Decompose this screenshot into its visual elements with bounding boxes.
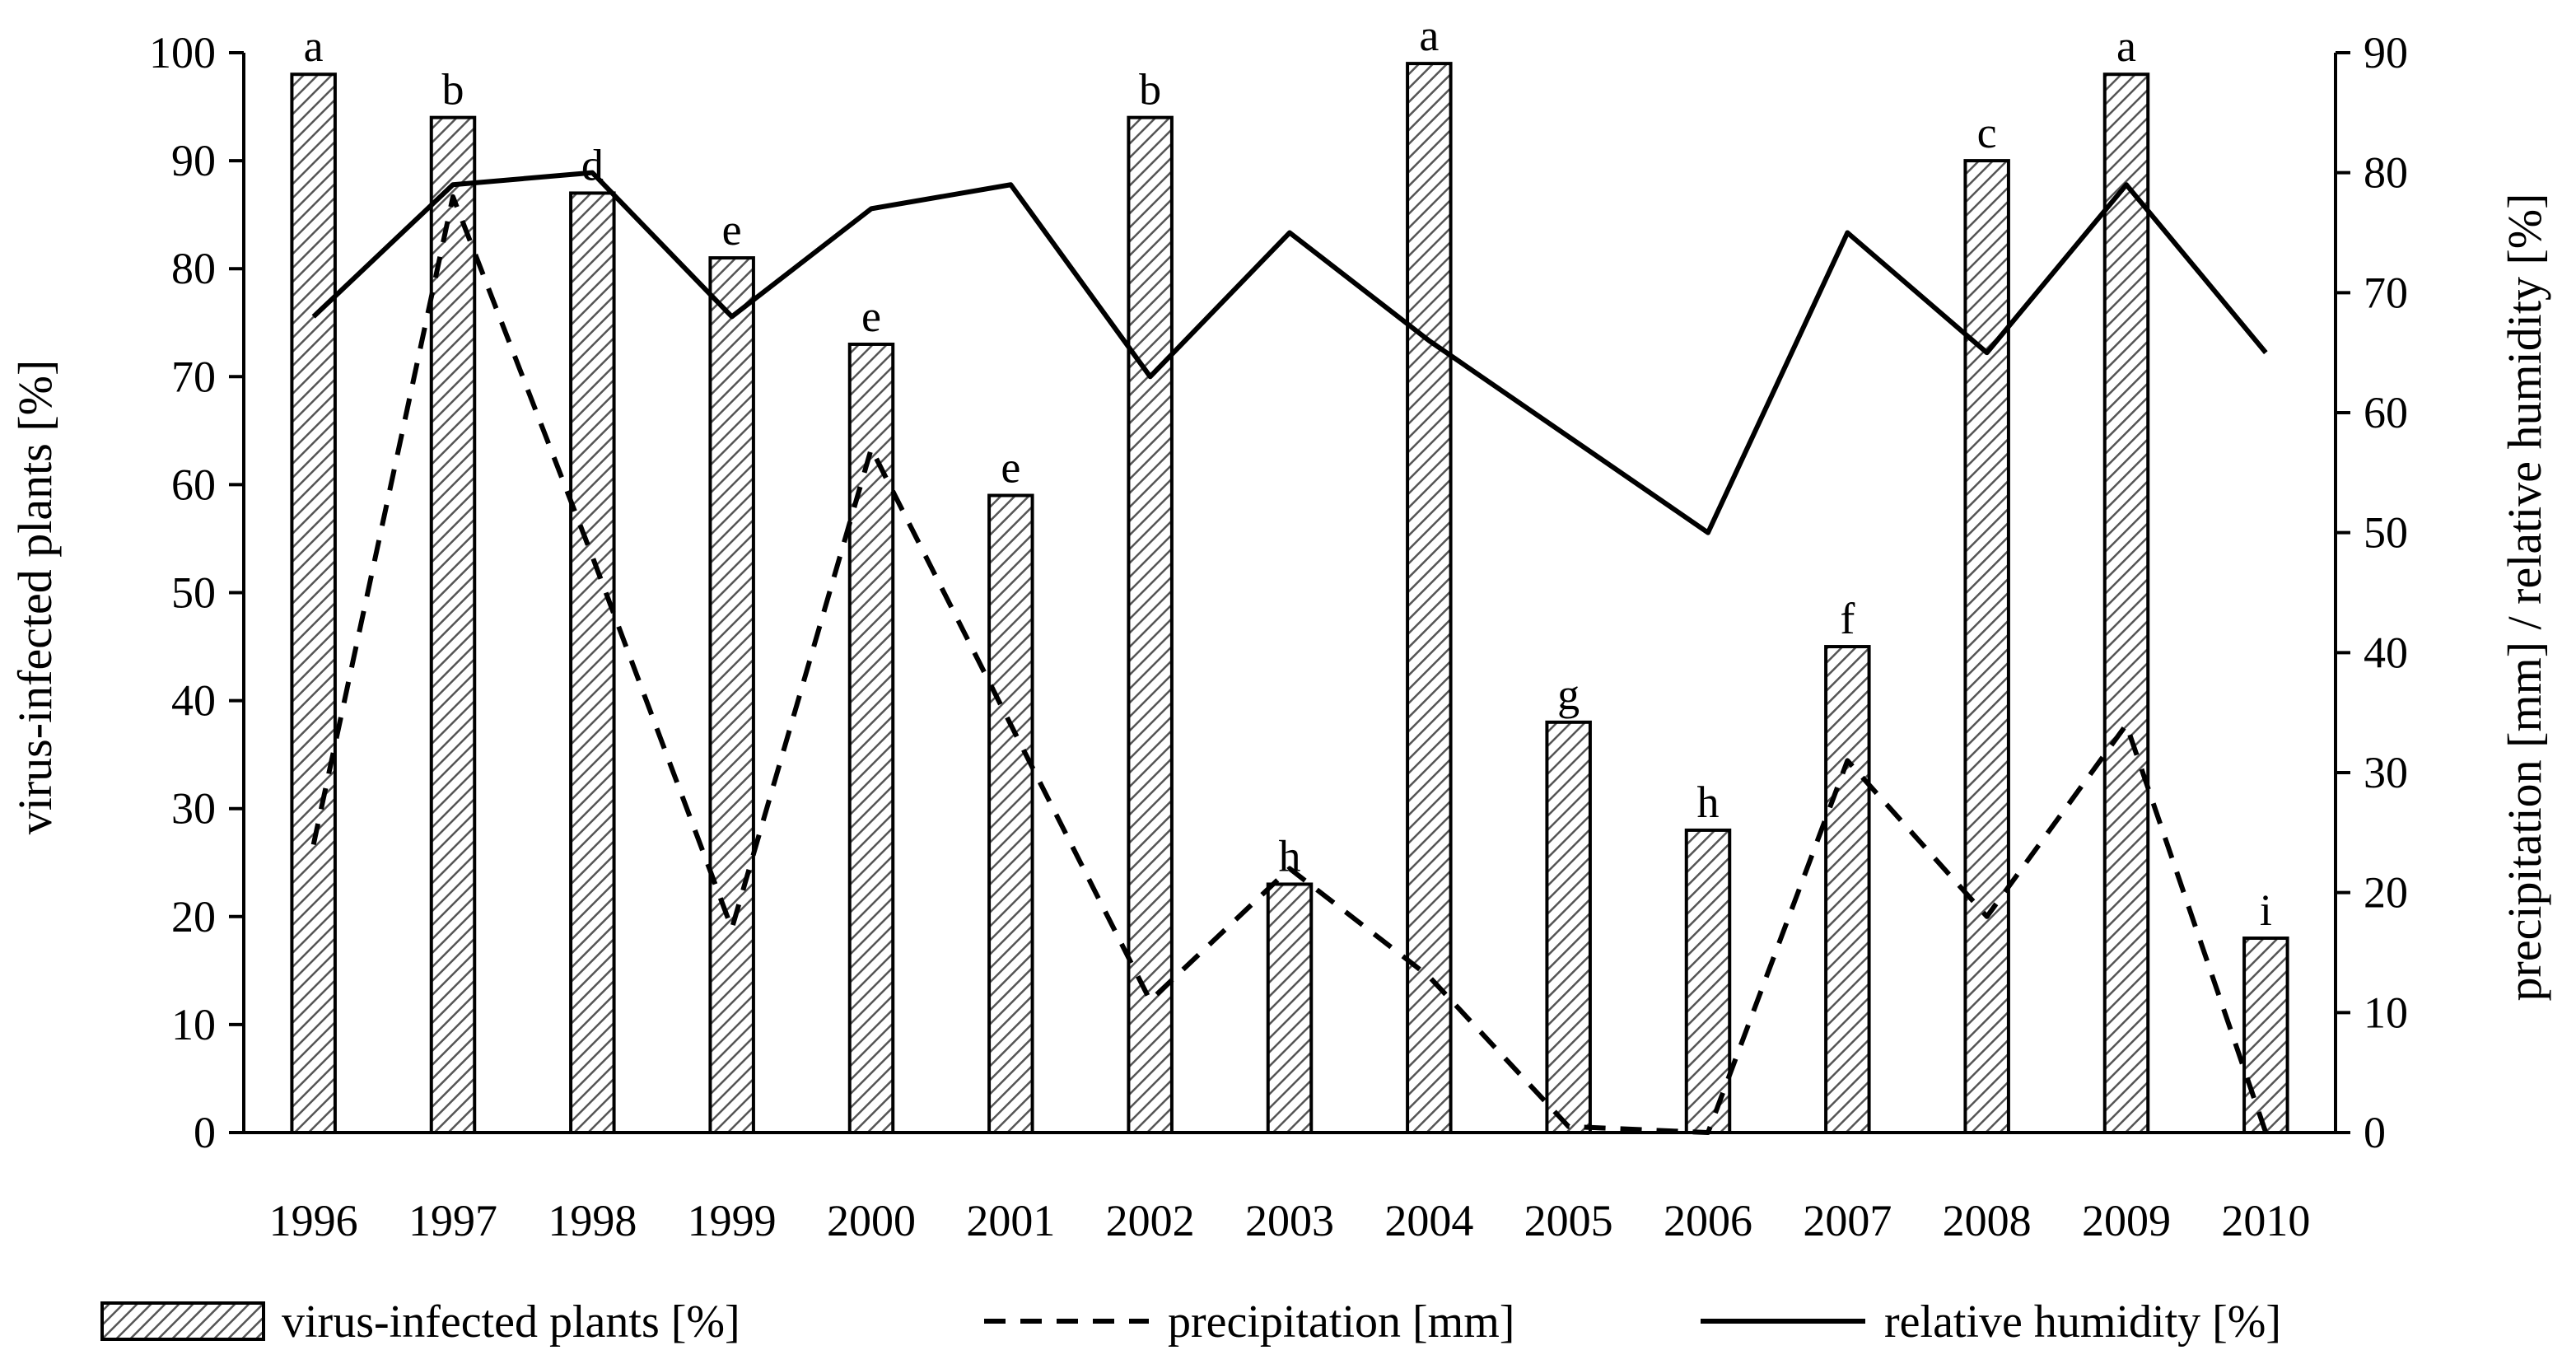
y2-tick-label: 80 [2364,148,2408,198]
bar-label: g [1557,670,1580,719]
y-axis-title: virus-infected plants [%] [8,360,62,835]
bar [429,115,477,1134]
y2-tick-label: 90 [2364,28,2408,77]
bar-label: b [442,65,464,114]
bar [1545,720,1592,1134]
y-tick-label: 20 [171,892,216,941]
y2-tick-label: 60 [2364,388,2408,437]
y2-tick-label: 30 [2364,748,2408,797]
y2-tick-label: 0 [2364,1108,2386,1157]
bar [847,342,895,1135]
y2-tick-label: 20 [2364,868,2408,918]
bar-label: i [2260,885,2272,935]
precipitation-line [310,194,2269,1135]
x-tick-label: 2009 [2082,1196,2171,1245]
x-tick-label: 2008 [1943,1196,2032,1245]
bar-label: d [581,140,604,189]
x-tick-label: 1998 [548,1196,637,1245]
y2-tick-label: 70 [2364,268,2408,317]
bar [290,72,337,1135]
bar-label: e [722,205,742,255]
bar-label: a [304,21,324,71]
y2-tick-label: 40 [2364,628,2408,677]
legend: virus-infected plants [%] precipitation … [100,1296,2281,1348]
legend-label-humidity: relative humidity [%] [1884,1296,2281,1348]
bar-label: a [2116,21,2136,71]
y-tick-label: 0 [194,1108,216,1157]
x-tick-label: 2005 [1524,1196,1613,1245]
bar [1963,159,2010,1135]
bar-label: c [1977,108,1997,157]
labels-group: a b d e e e b h a g h f c a i [304,11,2272,935]
legend-label-precipitation: precipitation [mm] [1168,1296,1514,1348]
x-tick-label: 2001 [966,1196,1055,1245]
y2-tick-label: 10 [2364,988,2408,1037]
y-tick-label: 100 [149,28,216,77]
bar [1824,645,1871,1134]
y-tick-label: 30 [171,784,216,834]
bar [569,191,616,1134]
x-tick-label: 2007 [1803,1196,1892,1245]
bar-label: e [861,292,881,341]
x-tick-label: 1999 [688,1196,777,1245]
y-tick-label: 70 [171,352,216,401]
x-tick-label: 2004 [1384,1196,1473,1245]
bar [987,493,1034,1134]
y-tick-label: 80 [171,244,216,293]
lines-group [310,170,2269,1135]
x-tick-label: 2000 [827,1196,916,1245]
legend-swatch-bars [100,1301,265,1341]
x-tick-label: 2002 [1106,1196,1195,1245]
bar [2102,72,2150,1135]
y-tick-label: 90 [171,136,216,185]
y-tick-label: 50 [171,568,216,618]
y2-tick-label: 50 [2364,508,2408,558]
x-tick-label: 2006 [1664,1196,1752,1245]
bars-group [290,62,2289,1135]
bar [1684,828,1732,1134]
y-tick-label: 40 [171,676,216,726]
x-tick-label: 2003 [1245,1196,1334,1245]
bar [1406,62,1453,1135]
humidity-line [311,170,2268,535]
y2-axis-title: precipitation [mm] / relative humidity [… [2498,194,2551,1002]
bar [708,256,755,1135]
bar-label: h [1279,831,1301,881]
x-tick-label: 2010 [2221,1196,2310,1245]
bar-label: b [1139,65,1161,114]
axes-group: 0 10 20 30 40 50 60 70 80 90 100 0 10 20 30 40 50 60 70 80 9… [149,28,2408,1245]
x-tick-label: 1997 [408,1196,497,1245]
bar [1127,115,1174,1134]
bar-label: a [1419,11,1439,60]
bar [2242,937,2289,1135]
legend-label-bars: virus-infected plants [%] [282,1296,740,1348]
y-tick-label: 60 [171,460,216,509]
bar-label: f [1840,594,1855,643]
bar-label: e [1001,443,1020,493]
bar-label: h [1697,778,1720,827]
bar [1266,882,1314,1134]
x-tick-label: 1996 [269,1196,358,1245]
y-tick-label: 10 [171,1000,216,1049]
